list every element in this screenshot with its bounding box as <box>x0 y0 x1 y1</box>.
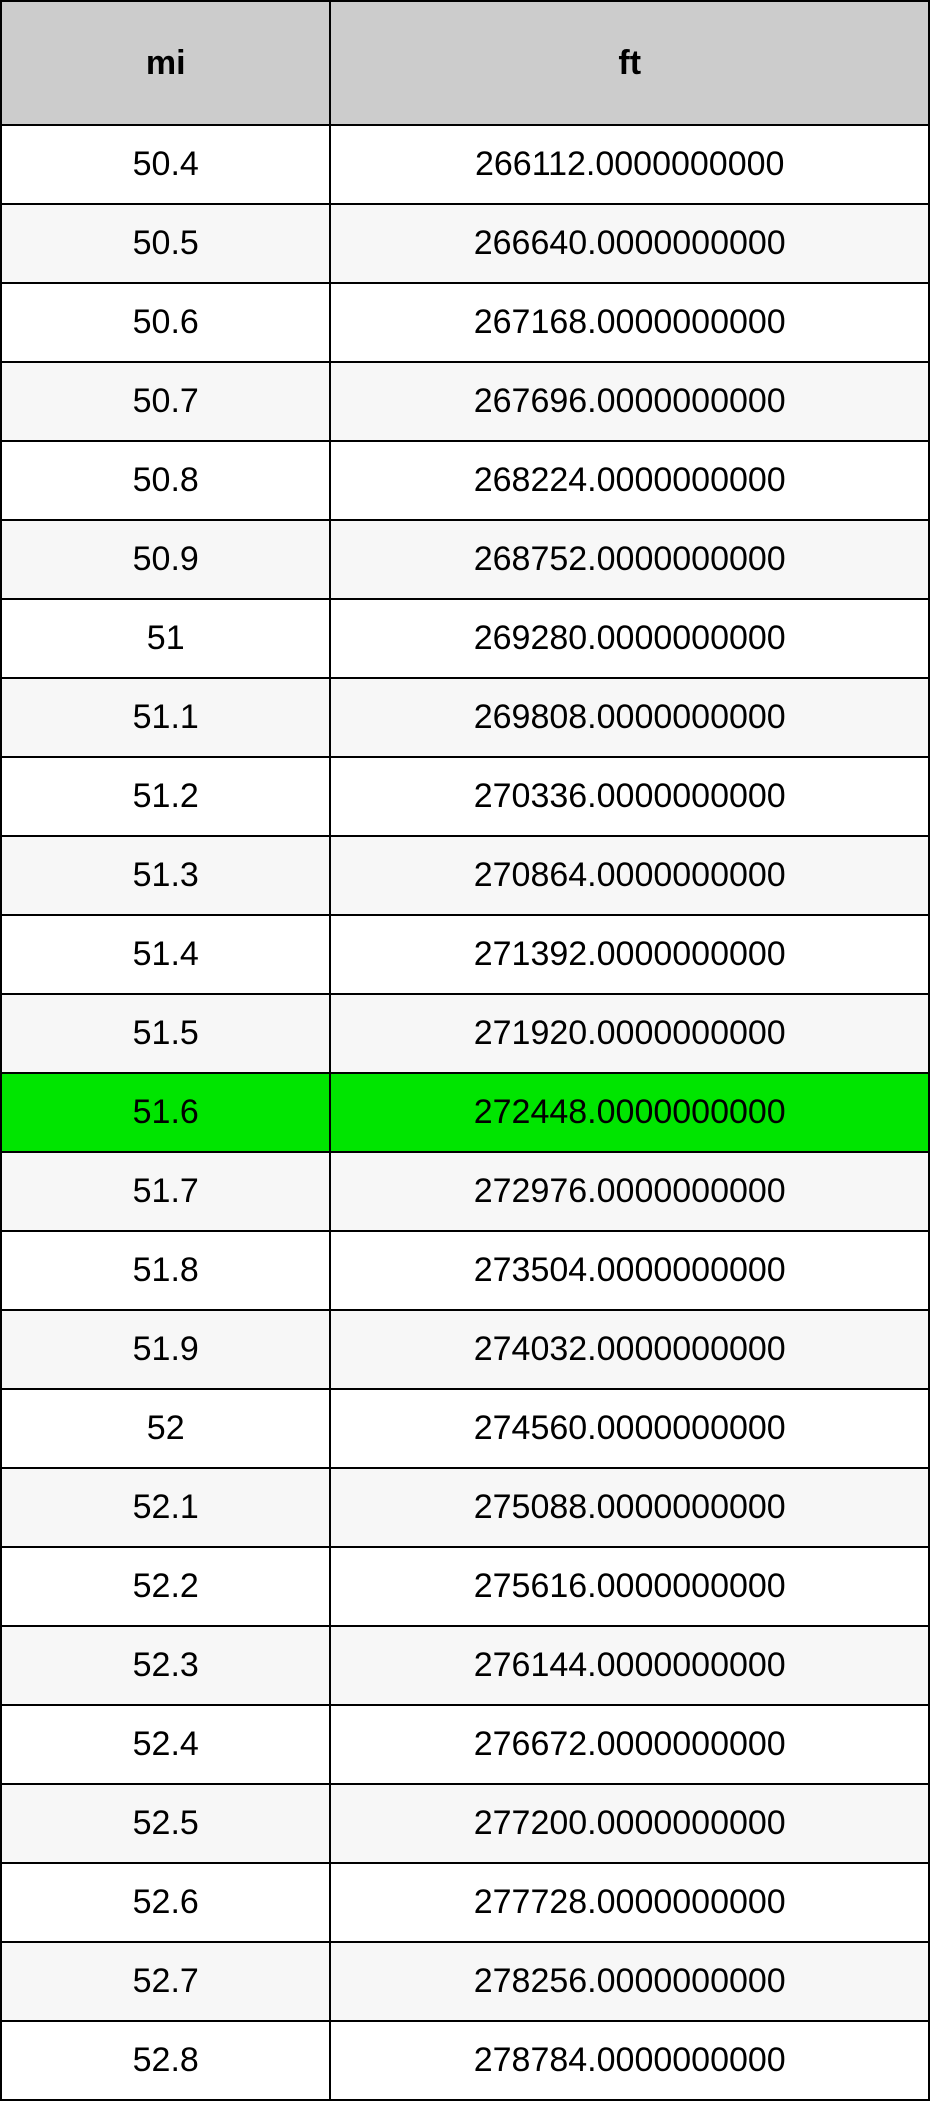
cell-mi: 51.3 <box>1 836 330 915</box>
table-header-row: mi ft <box>1 1 929 125</box>
cell-ft: 275616.0000000000 <box>330 1547 929 1626</box>
column-header-mi: mi <box>1 1 330 125</box>
table-row: 52274560.0000000000 <box>1 1389 929 1468</box>
cell-mi: 51.2 <box>1 757 330 836</box>
cell-ft: 276144.0000000000 <box>330 1626 929 1705</box>
cell-ft: 277200.0000000000 <box>330 1784 929 1863</box>
conversion-table-container: mi ft 50.4266112.000000000050.5266640.00… <box>0 0 930 2101</box>
cell-mi: 50.6 <box>1 283 330 362</box>
table-row: 52.6277728.0000000000 <box>1 1863 929 1942</box>
cell-mi: 52.4 <box>1 1705 330 1784</box>
cell-ft: 275088.0000000000 <box>330 1468 929 1547</box>
cell-ft: 271392.0000000000 <box>330 915 929 994</box>
table-row: 51.2270336.0000000000 <box>1 757 929 836</box>
cell-mi: 51.6 <box>1 1073 330 1152</box>
cell-ft: 268752.0000000000 <box>330 520 929 599</box>
cell-mi: 52.5 <box>1 1784 330 1863</box>
table-row: 51.7272976.0000000000 <box>1 1152 929 1231</box>
cell-ft: 270864.0000000000 <box>330 836 929 915</box>
cell-ft: 276672.0000000000 <box>330 1705 929 1784</box>
cell-mi: 51.5 <box>1 994 330 1073</box>
table-row: 50.6267168.0000000000 <box>1 283 929 362</box>
conversion-table: mi ft 50.4266112.000000000050.5266640.00… <box>0 0 930 2101</box>
cell-ft: 269280.0000000000 <box>330 599 929 678</box>
table-row: 52.7278256.0000000000 <box>1 1942 929 2021</box>
table-row: 51269280.0000000000 <box>1 599 929 678</box>
cell-mi: 52.1 <box>1 1468 330 1547</box>
table-row: 51.9274032.0000000000 <box>1 1310 929 1389</box>
table-row: 51.6272448.0000000000 <box>1 1073 929 1152</box>
table-row: 50.7267696.0000000000 <box>1 362 929 441</box>
table-row: 50.4266112.0000000000 <box>1 125 929 204</box>
cell-ft: 273504.0000000000 <box>330 1231 929 1310</box>
cell-mi: 52.3 <box>1 1626 330 1705</box>
cell-mi: 52.6 <box>1 1863 330 1942</box>
cell-mi: 50.7 <box>1 362 330 441</box>
cell-ft: 266112.0000000000 <box>330 125 929 204</box>
table-row: 51.3270864.0000000000 <box>1 836 929 915</box>
table-row: 51.5271920.0000000000 <box>1 994 929 1073</box>
cell-mi: 50.4 <box>1 125 330 204</box>
cell-mi: 51.8 <box>1 1231 330 1310</box>
cell-mi: 50.5 <box>1 204 330 283</box>
cell-ft: 267696.0000000000 <box>330 362 929 441</box>
cell-ft: 272448.0000000000 <box>330 1073 929 1152</box>
cell-mi: 51.1 <box>1 678 330 757</box>
table-row: 52.8278784.0000000000 <box>1 2021 929 2100</box>
table-row: 50.8268224.0000000000 <box>1 441 929 520</box>
table-row: 52.3276144.0000000000 <box>1 1626 929 1705</box>
cell-mi: 50.9 <box>1 520 330 599</box>
column-header-ft: ft <box>330 1 929 125</box>
cell-mi: 52.8 <box>1 2021 330 2100</box>
table-row: 52.1275088.0000000000 <box>1 1468 929 1547</box>
cell-mi: 52.2 <box>1 1547 330 1626</box>
cell-mi: 52 <box>1 1389 330 1468</box>
cell-mi: 51.9 <box>1 1310 330 1389</box>
cell-ft: 272976.0000000000 <box>330 1152 929 1231</box>
cell-ft: 278256.0000000000 <box>330 1942 929 2021</box>
cell-ft: 278784.0000000000 <box>330 2021 929 2100</box>
table-row: 51.8273504.0000000000 <box>1 1231 929 1310</box>
cell-mi: 52.7 <box>1 1942 330 2021</box>
table-row: 51.4271392.0000000000 <box>1 915 929 994</box>
cell-ft: 274032.0000000000 <box>330 1310 929 1389</box>
cell-mi: 51 <box>1 599 330 678</box>
table-body: 50.4266112.000000000050.5266640.00000000… <box>1 125 929 2100</box>
table-row: 50.9268752.0000000000 <box>1 520 929 599</box>
table-row: 50.5266640.0000000000 <box>1 204 929 283</box>
cell-ft: 266640.0000000000 <box>330 204 929 283</box>
cell-ft: 277728.0000000000 <box>330 1863 929 1942</box>
table-row: 52.2275616.0000000000 <box>1 1547 929 1626</box>
table-row: 52.5277200.0000000000 <box>1 1784 929 1863</box>
cell-ft: 269808.0000000000 <box>330 678 929 757</box>
cell-ft: 271920.0000000000 <box>330 994 929 1073</box>
cell-ft: 268224.0000000000 <box>330 441 929 520</box>
cell-mi: 50.8 <box>1 441 330 520</box>
table-row: 52.4276672.0000000000 <box>1 1705 929 1784</box>
table-row: 51.1269808.0000000000 <box>1 678 929 757</box>
cell-mi: 51.7 <box>1 1152 330 1231</box>
cell-ft: 270336.0000000000 <box>330 757 929 836</box>
cell-ft: 274560.0000000000 <box>330 1389 929 1468</box>
cell-mi: 51.4 <box>1 915 330 994</box>
cell-ft: 267168.0000000000 <box>330 283 929 362</box>
